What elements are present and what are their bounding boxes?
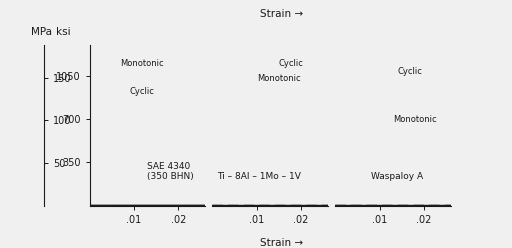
Text: SAE 4340
(350 BHN): SAE 4340 (350 BHN) <box>147 162 194 181</box>
Text: Ti – 8Al – 1Mo – 1V: Ti – 8Al – 1Mo – 1V <box>217 172 301 181</box>
Text: Waspaloy A: Waspaloy A <box>371 172 423 181</box>
Text: Monotonic: Monotonic <box>257 74 301 83</box>
Text: Strain →: Strain → <box>260 9 303 19</box>
Text: Strain →: Strain → <box>260 238 303 248</box>
Text: Monotonic: Monotonic <box>393 115 437 124</box>
Text: ksi: ksi <box>56 27 71 37</box>
Text: Cyclic: Cyclic <box>279 59 304 68</box>
Text: Cyclic: Cyclic <box>130 87 154 96</box>
Text: MPa: MPa <box>31 27 52 37</box>
Text: Monotonic: Monotonic <box>121 59 164 68</box>
Text: Cyclic: Cyclic <box>397 67 422 76</box>
